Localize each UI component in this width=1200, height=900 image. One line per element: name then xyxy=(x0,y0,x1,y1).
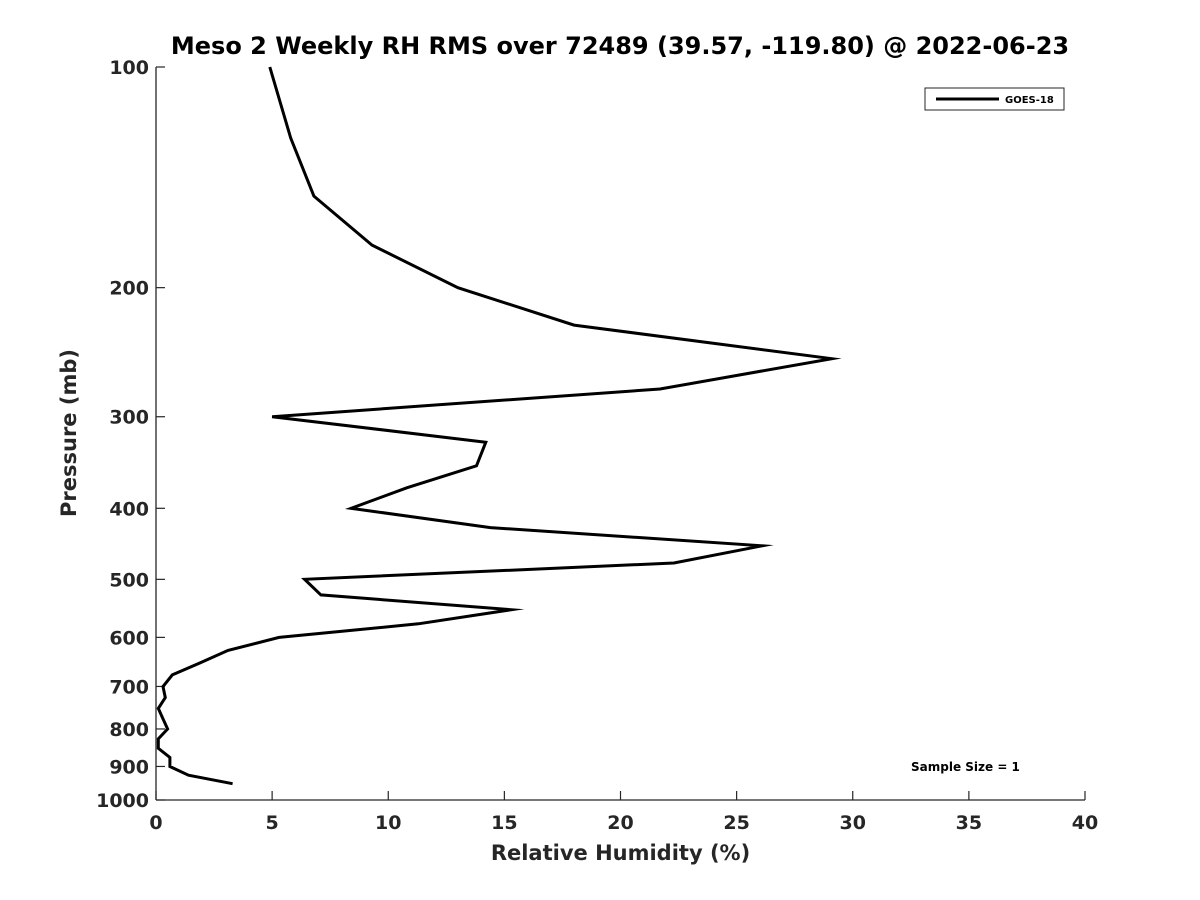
legend-label-goes-18: GOES-18 xyxy=(1005,95,1054,106)
x-axis-label: Relative Humidity (%) xyxy=(491,841,750,865)
sample-size-annotation: Sample Size = 1 xyxy=(911,760,1020,774)
axis-ticks: 0 5 10 15 20 25 30 35 40 100 200 300 400 500 600 700 800… xyxy=(96,57,1098,834)
x-tick-label: 15 xyxy=(491,812,517,834)
plot-area xyxy=(156,67,1085,800)
series-line-goes-18 xyxy=(156,66,842,786)
y-tick-label: 900 xyxy=(109,756,149,778)
x-tick-label: 0 xyxy=(149,812,162,834)
x-tick-label: 35 xyxy=(956,812,982,834)
y-tick-label: 500 xyxy=(109,569,149,591)
y-tick-label: 100 xyxy=(109,57,149,79)
y-tick-label: 800 xyxy=(109,719,149,741)
y-tick-label: 600 xyxy=(109,627,149,649)
y-tick-label: 200 xyxy=(109,278,149,300)
y-tick-label: 1000 xyxy=(96,790,149,812)
y-tick-label: 400 xyxy=(109,498,149,520)
chart-title: Meso 2 Weekly RH RMS over 72489 (39.57, … xyxy=(171,32,1069,60)
legend: GOES-18 xyxy=(924,87,1065,111)
x-tick-label: 40 xyxy=(1072,812,1098,834)
x-tick-label: 10 xyxy=(375,812,401,834)
x-tick-label: 25 xyxy=(723,812,749,834)
x-tick-label: 30 xyxy=(840,812,866,834)
y-tick-label: 700 xyxy=(109,676,149,698)
series-layer xyxy=(156,66,842,786)
x-tick-label: 20 xyxy=(607,812,633,834)
y-axis-label: Pressure (mb) xyxy=(57,349,81,517)
x-tick-label: 5 xyxy=(266,812,279,834)
y-tick-label: 300 xyxy=(109,407,149,429)
